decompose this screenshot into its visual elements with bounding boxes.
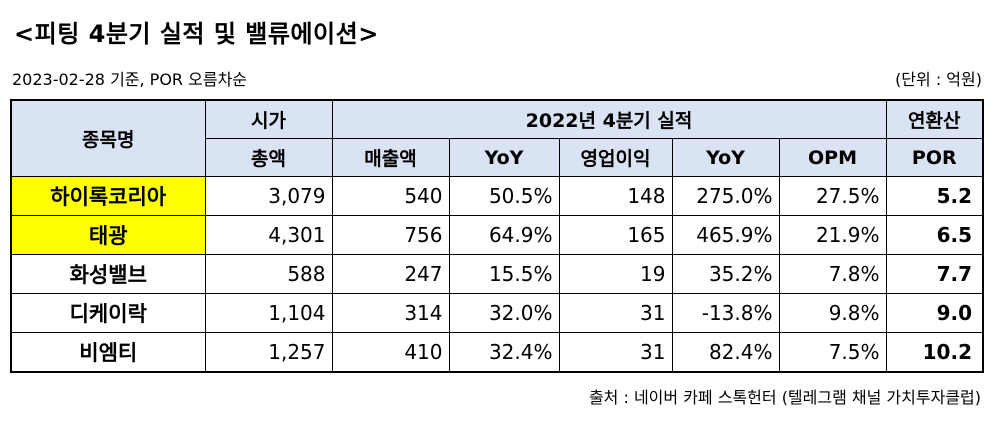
por-cell: 9.0	[885, 293, 984, 333]
sales-yoy-cell: 50.5%	[448, 176, 560, 216]
op-yoy-cell: 465.9%	[671, 215, 780, 255]
por-cell: 6.5	[885, 215, 984, 255]
por-cell: 7.7	[885, 254, 984, 294]
unit-note: (단위 : 억원)	[895, 70, 982, 89]
header-group: 2022년 4분기 실적	[331, 99, 887, 139]
sales-cell: 756	[331, 215, 450, 255]
mcap-cell: 1,104	[204, 293, 333, 333]
por-cell: 10.2	[885, 332, 984, 373]
table-row: 하이록코리아 3,079 540 50.5% 148 275.0% 27.5% …	[10, 176, 984, 216]
sales-yoy-cell: 32.0%	[448, 293, 560, 333]
opm-cell: 9.8%	[778, 293, 887, 333]
header-op-yoy: YoY	[671, 138, 780, 177]
company-name: 화성밸브	[10, 254, 206, 294]
op-yoy-cell: 275.0%	[671, 176, 780, 216]
mcap-cell: 588	[204, 254, 333, 294]
mcap-cell: 1,257	[204, 332, 333, 373]
header-company: 종목명	[10, 99, 206, 177]
op-cell: 31	[558, 332, 673, 373]
opm-cell: 27.5%	[778, 176, 887, 216]
op-cell: 19	[558, 254, 673, 294]
header-opm: OPM	[778, 138, 887, 177]
opm-cell: 7.5%	[778, 332, 887, 373]
header-mcap-line1: 시가	[204, 99, 333, 139]
company-name: 디케이락	[10, 293, 206, 333]
earnings-table: 종목명 시가 2022년 4분기 실적 연환산 총액 매출액 YoY 영업이익 …	[10, 99, 984, 373]
header-sales-yoy: YoY	[448, 138, 560, 177]
sales-yoy-cell: 64.9%	[448, 215, 560, 255]
sales-cell: 540	[331, 176, 450, 216]
op-cell: 165	[558, 215, 673, 255]
page-title: <피팅 4분기 실적 및 밸류에이션>	[14, 20, 379, 48]
table-row: 비엠티 1,257 410 32.4% 31 82.4% 7.5% 10.2	[10, 332, 984, 373]
mcap-cell: 3,079	[204, 176, 333, 216]
company-name: 태광	[10, 215, 206, 255]
company-name: 하이록코리아	[10, 176, 206, 216]
mcap-cell: 4,301	[204, 215, 333, 255]
op-cell: 31	[558, 293, 673, 333]
source-note: 출처 : 네이버 카페 스톡헌터 (텔레그램 채널 가치투자클럽)	[588, 388, 981, 407]
sales-yoy-cell: 15.5%	[448, 254, 560, 294]
por-cell: 5.2	[885, 176, 984, 216]
table-row: 태광 4,301 756 64.9% 165 465.9% 21.9% 6.5	[10, 215, 984, 255]
header-por-line1: 연환산	[885, 99, 984, 139]
sales-cell: 410	[331, 332, 450, 373]
header-mcap-line2: 총액	[204, 138, 333, 177]
company-name: 비엠티	[10, 332, 206, 373]
sales-cell: 247	[331, 254, 450, 294]
op-yoy-cell: -13.8%	[671, 293, 780, 333]
date-note: 2023-02-28 기준, POR 오름차순	[12, 70, 248, 89]
table-row: 화성밸브 588 247 15.5% 19 35.2% 7.8% 7.7	[10, 254, 984, 294]
opm-cell: 21.9%	[778, 215, 887, 255]
sales-cell: 314	[331, 293, 450, 333]
opm-cell: 7.8%	[778, 254, 887, 294]
op-yoy-cell: 82.4%	[671, 332, 780, 373]
op-yoy-cell: 35.2%	[671, 254, 780, 294]
header-por-line2: POR	[885, 138, 984, 177]
table-row: 디케이락 1,104 314 32.0% 31 -13.8% 9.8% 9.0	[10, 293, 984, 333]
header-op: 영업이익	[558, 138, 673, 177]
header-sales: 매출액	[331, 138, 450, 177]
op-cell: 148	[558, 176, 673, 216]
sales-yoy-cell: 32.4%	[448, 332, 560, 373]
